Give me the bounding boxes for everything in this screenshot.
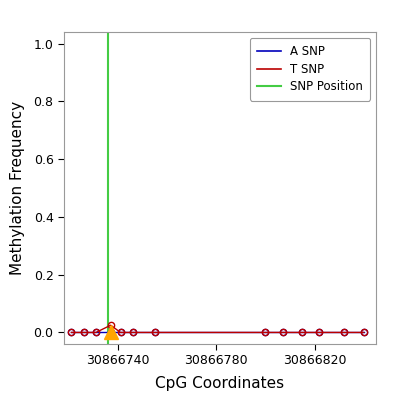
X-axis label: CpG Coordinates: CpG Coordinates — [156, 376, 284, 391]
Y-axis label: Methylation Frequency: Methylation Frequency — [10, 101, 25, 275]
Legend: A SNP, T SNP, SNP Position: A SNP, T SNP, SNP Position — [250, 38, 370, 100]
